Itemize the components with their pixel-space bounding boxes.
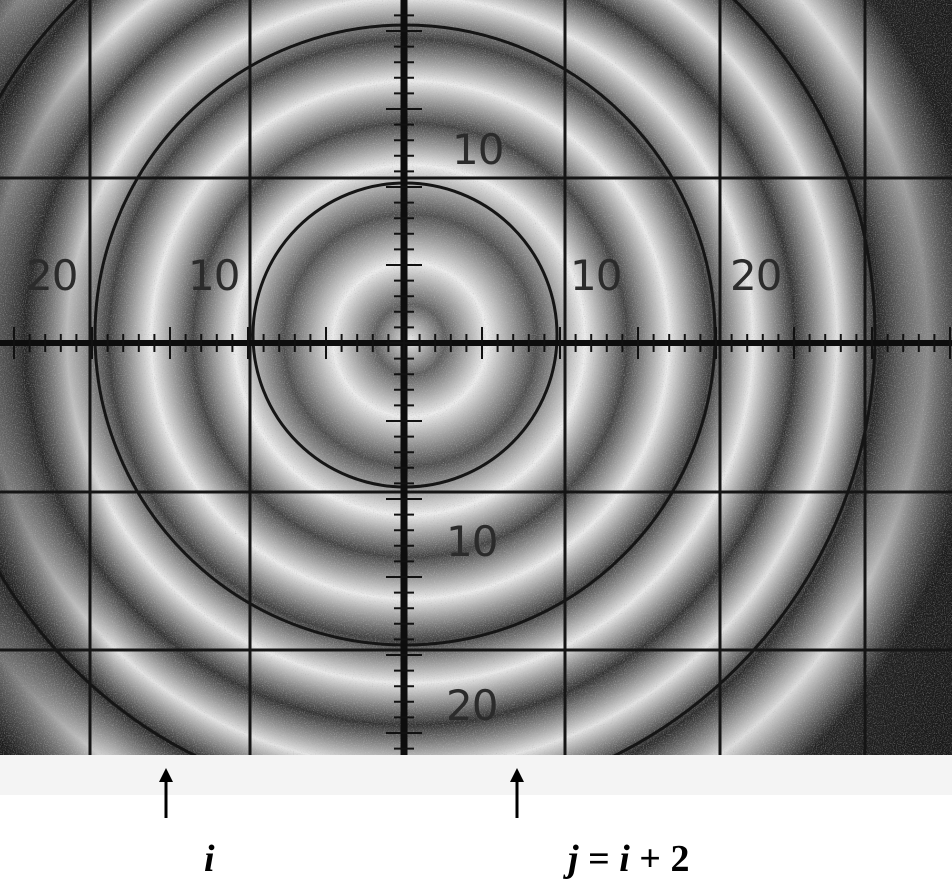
label-j-equals-i-plus-2: j = i + 2 [568,840,689,878]
scale-label-bottom-10: 10 [446,517,497,566]
photo-margin [0,755,952,795]
label-i: i [204,840,215,878]
label-i-var: i [204,838,215,880]
scale-label-top-10: 10 [452,125,503,174]
scale-label-left-20: 20 [26,251,77,300]
scale-label-right-10: 10 [570,251,621,300]
label-plus: + [629,838,671,880]
scale-label-right-20: 20 [730,251,781,300]
scale-label-bottom-20: 20 [446,681,497,730]
arrow-up-icon-left [159,768,173,818]
interference-pattern-photo: 20 10 10 20 10 10 20 [0,0,952,755]
label-j-var: j [568,838,579,880]
label-i-var-right: i [619,838,630,880]
label-eq: = [578,838,620,880]
arrow-up-icon-right [510,768,524,818]
reticle-overlay: 20 10 10 20 10 10 20 [0,0,952,755]
label-two: 2 [670,838,690,880]
scale-label-left-10: 10 [188,251,239,300]
